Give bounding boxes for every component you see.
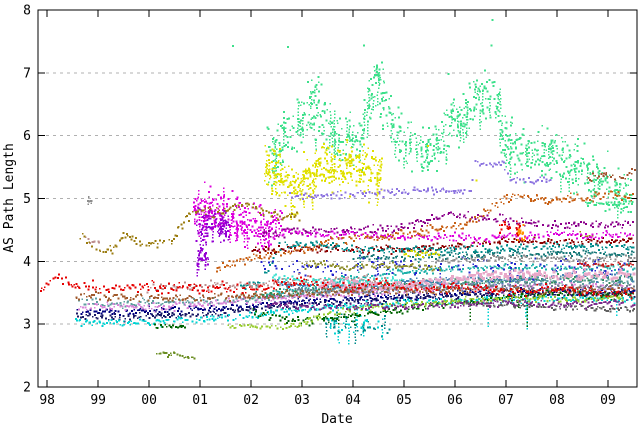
y-axis-label: AS Path Length bbox=[2, 143, 17, 253]
tick-labels: 98 99 00 01 02 03 04 05 06 07 08 09 2 3 4 5 6 7 8 bbox=[23, 4, 616, 409]
axes-frame bbox=[37, 9, 638, 388]
series-rosybrown-early-segment bbox=[85, 236, 100, 244]
series-dark-violet-low-cloud bbox=[195, 240, 209, 277]
series-firebrick-right bbox=[577, 261, 634, 268]
x-tick-label: 99 bbox=[90, 393, 106, 408]
x-tick-label: 07 bbox=[498, 393, 514, 408]
series-spring-green-high-dots bbox=[232, 19, 494, 78]
x-tick-label: 02 bbox=[243, 393, 259, 408]
series-dark-khaki-right-segment bbox=[579, 231, 594, 237]
series-cyan-drip-cloud bbox=[328, 315, 384, 345]
series-yellow-right-segment bbox=[403, 250, 440, 258]
series-yellow-stray-dots bbox=[427, 145, 478, 182]
x-tick-label: 05 bbox=[396, 393, 412, 408]
x-axis-label: Date bbox=[321, 412, 352, 427]
series-pink-band bbox=[318, 268, 636, 292]
series-brown bbox=[75, 284, 635, 302]
series-olive-drab-low-segment bbox=[156, 351, 196, 360]
series-yellow-cloud bbox=[264, 139, 383, 220]
series-dark-khaki bbox=[79, 202, 301, 255]
x-tick-label: 09 bbox=[600, 393, 616, 408]
series-sea-green bbox=[251, 273, 633, 300]
series-turquoise-band bbox=[272, 273, 405, 286]
series-yellow-green bbox=[227, 295, 624, 330]
x-tick-label: 08 bbox=[549, 393, 565, 408]
x-tick-label: 04 bbox=[345, 393, 361, 408]
series-spring-green-cloud bbox=[266, 64, 633, 219]
y-tick-label: 2 bbox=[23, 381, 31, 396]
series-medium-purple bbox=[289, 160, 552, 200]
series-red-main bbox=[40, 273, 634, 300]
y-tick-label: 7 bbox=[23, 66, 31, 81]
series-dark-violet-cloud bbox=[196, 207, 230, 252]
y-tick-label: 3 bbox=[23, 318, 31, 333]
series-purple-low bbox=[267, 298, 636, 311]
x-tick-label: 03 bbox=[294, 393, 310, 408]
series-rosybrown-band bbox=[146, 273, 388, 294]
series-spring-green-right-line bbox=[585, 200, 634, 208]
series-sienna-right-segment bbox=[587, 168, 636, 182]
series-chocolate bbox=[216, 190, 634, 273]
x-tick-label: 06 bbox=[447, 393, 463, 408]
series-gray-line bbox=[435, 254, 636, 264]
x-tick-label: 98 bbox=[39, 393, 55, 408]
y-tick-label: 4 bbox=[23, 255, 31, 270]
series-gray-early-dots bbox=[87, 196, 93, 205]
series-maroon bbox=[251, 235, 634, 255]
series-red-right-cluster bbox=[499, 220, 521, 237]
y-tick-label: 5 bbox=[23, 192, 31, 207]
series-dim-gray-low bbox=[450, 299, 635, 313]
series-midnight-blue bbox=[76, 289, 636, 323]
series-slate-gray bbox=[286, 281, 635, 296]
x-tick-label: 00 bbox=[141, 393, 157, 408]
y-tick-label: 8 bbox=[23, 4, 31, 19]
series-magenta-cloud bbox=[193, 181, 284, 252]
series-dark-green-segment bbox=[154, 323, 186, 329]
series-dark-olive-band bbox=[301, 260, 441, 272]
x-tick-label: 01 bbox=[192, 393, 208, 408]
data-series bbox=[40, 19, 636, 360]
y-tick-label: 6 bbox=[23, 129, 31, 144]
